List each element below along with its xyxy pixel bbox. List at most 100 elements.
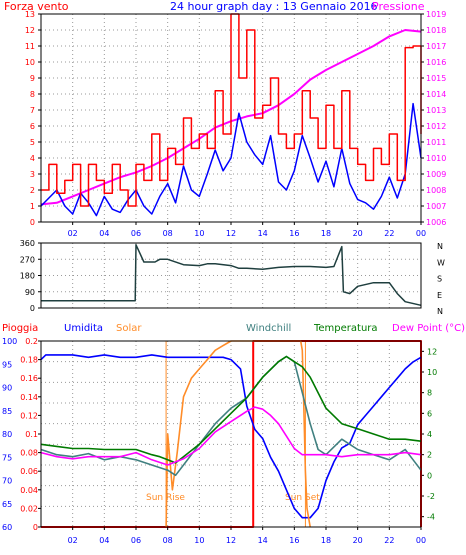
solar-series (165, 340, 311, 528)
panel3-xtick-label: 12 (226, 536, 236, 545)
temperature-series (40, 355, 422, 464)
wind-ytick-label: 13 (25, 10, 35, 19)
wind-ytick-label: 2 (30, 186, 35, 195)
compass-label: S (437, 275, 442, 284)
rain-ytick-label: 0.1 (25, 430, 38, 439)
chart-marks: 0123456789101112131006100710081009101010… (2, 10, 446, 545)
pressure-ytick-label: 1015 (426, 74, 446, 83)
panel1-xtick-label: 20 (353, 229, 363, 238)
legend-windchill: Windchill (246, 323, 291, 334)
direction-ytick-label: 90 (25, 288, 35, 297)
wind-ytick-label: 10 (25, 58, 35, 67)
pressure-ytick-label: 1012 (426, 122, 446, 131)
wind-ytick-label: 3 (30, 170, 35, 179)
temp-ytick-label: 6 (427, 409, 432, 418)
pressure-ytick-label: 1006 (426, 218, 446, 227)
wind-ytick-label: 5 (30, 138, 35, 147)
direction-ytick-label: 0 (30, 304, 35, 313)
rain-ytick-label: 0.02 (20, 504, 38, 513)
temp-ytick-label: -2 (427, 492, 435, 501)
rain-ytick-label: 0.2 (25, 337, 38, 346)
sunset-annotation: Sun Set (285, 493, 320, 503)
panel1-xtick-label: 06 (131, 229, 141, 238)
panel1-xtick-label: 12 (226, 229, 236, 238)
direction-ytick-label: 270 (20, 255, 35, 264)
wind-ytick-label: 7 (30, 106, 35, 115)
panel3-xtick-label: 02 (68, 536, 78, 545)
pressure-ytick-label: 1008 (426, 186, 446, 195)
wind-ytick-label: 8 (30, 90, 35, 99)
panel3-xtick-label: 14 (258, 536, 268, 545)
humidity-ytick-label: 80 (2, 430, 12, 439)
wind-ytick-label: 9 (30, 74, 35, 83)
speed-series (40, 102, 422, 217)
direction-ytick-label: 180 (20, 272, 35, 281)
rain-ytick-label: 0.12 (20, 411, 38, 420)
legend-temperature: Temperatura (313, 323, 378, 334)
pressure-ytick-label: 1009 (426, 170, 446, 179)
rain-ytick-label: 0.06 (20, 467, 38, 476)
panel1-xtick-label: 16 (289, 229, 299, 238)
temp-ytick-label: 10 (427, 368, 437, 377)
legend-rain: Pioggia (2, 323, 38, 334)
graph-title: 24 hour graph day : 13 Gennaio 2016 (170, 0, 378, 13)
panel1-xtick-label: 10 (194, 229, 204, 238)
pressure-ytick-label: 1010 (426, 154, 446, 163)
pressure-ytick-label: 1013 (426, 106, 446, 115)
compass-label: E (437, 291, 442, 300)
compass-label: N (437, 307, 443, 316)
compass-label: W (437, 258, 445, 267)
rain-ytick-label: 0.04 (20, 486, 38, 495)
wind-ytick-label: 11 (25, 42, 35, 51)
panel3-xtick-label: 08 (163, 536, 173, 545)
legend-humidity: Umidita (64, 323, 103, 334)
pressure-ytick-label: 1017 (426, 42, 446, 51)
wind-ytick-label: 6 (30, 122, 35, 131)
direction-ytick-label: 360 (20, 239, 35, 248)
dewpoint-series (40, 406, 422, 466)
temp-ytick-label: 12 (427, 347, 437, 356)
wind-ytick-label: 4 (30, 154, 35, 163)
panel3-xtick-label: 16 (289, 536, 299, 545)
panel3-xtick-label: 18 (321, 536, 331, 545)
humidity-series (40, 354, 422, 519)
panel1-xtick-label: 04 (99, 229, 109, 238)
humidity-ytick-label: 100 (2, 337, 17, 346)
panel2-frame (40, 242, 422, 309)
pressure-ytick-label: 1018 (426, 26, 446, 35)
wind-force-label: Forza vento (4, 0, 69, 13)
compass-label: N (437, 242, 443, 251)
panel1-xtick-label: 22 (384, 229, 394, 238)
direction-series (41, 244, 422, 307)
panel1-xtick-label: 02 (68, 229, 78, 238)
pressure-ytick-label: 1011 (426, 138, 446, 147)
rain-ytick-label: 0.14 (20, 393, 38, 402)
rain-ytick-label: 0.18 (20, 356, 38, 365)
panel1-xtick-label: 18 (321, 229, 331, 238)
wind-ytick-label: 12 (25, 26, 35, 35)
rain-ytick-label: 0.16 (20, 374, 38, 383)
humidity-ytick-label: 70 (2, 477, 12, 486)
pressure-label: Pressione (372, 0, 425, 13)
rain-ytick-label: 0 (33, 523, 38, 532)
rain-ytick-label: 0.08 (20, 449, 38, 458)
temp-ytick-label: -4 (427, 513, 435, 522)
humidity-ytick-label: 95 (2, 360, 12, 369)
humidity-ytick-label: 65 (2, 500, 12, 509)
panel3-xtick-label: 06 (131, 536, 141, 545)
panel3-xtick-label: 00 (416, 536, 426, 545)
wind-ytick-label: 0 (30, 218, 35, 227)
humidity-ytick-label: 75 (2, 453, 12, 462)
panel1-xtick-label: 08 (163, 229, 173, 238)
humidity-ytick-label: 85 (2, 407, 12, 416)
humidity-ytick-label: 60 (2, 523, 12, 532)
pressure-ytick-label: 1014 (426, 90, 446, 99)
legend-dewpoint: Dew Point (°C) (392, 323, 465, 334)
legend-solar: Solar (116, 323, 142, 334)
panel1-xtick-label: 14 (258, 229, 268, 238)
wind-ytick-label: 1 (30, 202, 35, 211)
pressure-ytick-label: 1019 (426, 10, 446, 19)
panel1-xtick-label: 00 (416, 229, 426, 238)
